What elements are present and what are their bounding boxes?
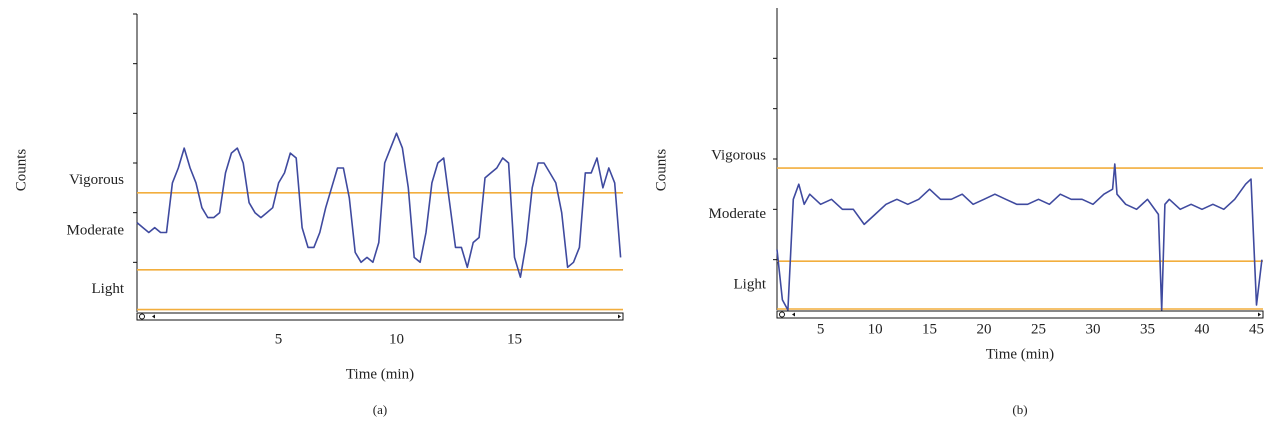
scroll-arrow <box>618 314 621 319</box>
x-tick-label: 25 <box>1031 321 1046 337</box>
x-tick-label: 5 <box>817 321 825 337</box>
scrollbar <box>136 312 624 321</box>
x-tick-label: 35 <box>1140 321 1155 337</box>
x-tick-label: 10 <box>389 331 404 347</box>
x-tick-label: 15 <box>507 331 522 347</box>
scrollbar <box>776 310 1264 319</box>
x-tick-label: 5 <box>275 331 283 347</box>
threshold-label: Vigorous <box>69 172 124 188</box>
x-tick-label: 40 <box>1194 321 1209 337</box>
x-tick-label: 30 <box>1086 321 1101 337</box>
x-tick-label: 15 <box>922 321 937 337</box>
threshold-label: Vigorous <box>711 147 766 163</box>
scroll-icon <box>139 313 145 320</box>
x-axis-label: Time (min) <box>346 366 414 382</box>
y-axis-label: Counts <box>653 149 669 192</box>
y-axis-label: Counts <box>13 149 29 192</box>
threshold-label: Light <box>92 281 125 297</box>
scroll-arrow <box>792 312 795 317</box>
scroll-icon <box>779 311 785 318</box>
data-line <box>136 132 622 278</box>
x-tick-label: 10 <box>868 321 883 337</box>
scroll-arrow <box>1258 312 1261 317</box>
x-tick-label: 20 <box>977 321 992 337</box>
data-line <box>776 163 1263 311</box>
x-tick-label: 45 <box>1249 321 1264 337</box>
threshold-label: Moderate <box>67 223 125 239</box>
threshold-label: Light <box>734 277 767 293</box>
caption: (a) <box>373 402 387 417</box>
scroll-arrow <box>152 314 155 319</box>
caption: (b) <box>1012 402 1027 417</box>
threshold-label: Moderate <box>709 206 767 222</box>
x-axis-label: Time (min) <box>986 346 1054 362</box>
